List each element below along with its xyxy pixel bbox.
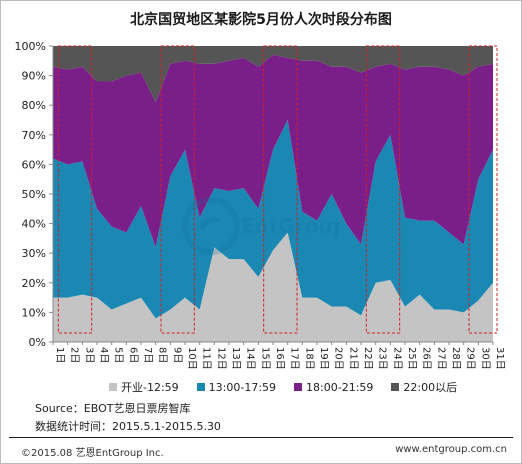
legend-swatch — [109, 383, 117, 391]
y-tick-label: 20% — [22, 277, 46, 290]
y-tick-label: 100% — [15, 40, 46, 53]
legend-item: 13:00-17:59 — [196, 380, 277, 394]
weekend-highlight-box — [160, 45, 195, 334]
legend-label: 开业-12:59 — [121, 381, 179, 394]
y-tick-label: 80% — [22, 99, 46, 112]
y-tick-label: 0% — [29, 336, 46, 349]
x-tick-label: 18日 — [303, 347, 314, 370]
x-tick-label: 8日 — [157, 347, 168, 363]
x-tick-label: 11日 — [201, 347, 212, 370]
x-tick-label: 29日 — [465, 347, 476, 370]
copyright-text: ©2015.08 艺恩EntGroup Inc. — [21, 448, 164, 459]
website-text: www.entgroup.com.cn — [395, 444, 507, 455]
x-tick-label: 26日 — [421, 347, 432, 370]
x-tick-label: 3日 — [83, 347, 94, 363]
x-tick-label: 30日 — [479, 347, 490, 370]
legend-label: 22:00以后 — [403, 381, 458, 394]
weekend-highlight-box — [57, 45, 93, 334]
x-tick-label: 17日 — [289, 347, 300, 370]
series-area-1 — [53, 120, 493, 319]
chart-legend: 开业-12:59 13:00-17:59 18:00-21:59 22:00以后 — [109, 379, 469, 395]
x-tick-label: 2日 — [69, 347, 80, 363]
x-tick-label: 14日 — [245, 347, 256, 370]
x-tick-label: 6日 — [127, 347, 138, 363]
x-tick-label: 27日 — [435, 347, 446, 370]
legend-item: 18:00-21:59 — [294, 381, 373, 394]
x-tick-label: 28日 — [450, 347, 461, 370]
x-tick-label: 15日 — [259, 347, 270, 370]
legend-item: 22:00以后 — [391, 379, 457, 395]
y-tick-label: 60% — [22, 158, 46, 171]
x-tick-label: 13日 — [230, 347, 241, 370]
x-tick-label: 23日 — [377, 347, 388, 370]
weekend-highlight-box — [263, 45, 298, 334]
x-tick-label: 21日 — [347, 347, 358, 370]
footer-divider — [9, 437, 513, 438]
y-tick-label: 50% — [22, 188, 46, 201]
x-tick-label: 5日 — [113, 347, 124, 363]
x-tick-label: 4日 — [98, 347, 109, 363]
legend-label: 13:00-17:59 — [208, 380, 277, 394]
legend-label: 18:00-21:59 — [306, 380, 374, 394]
x-tick-label: 31日 — [494, 347, 505, 370]
source-text: Source：EBOT艺恩日票房智库 — [35, 402, 191, 415]
x-tick-label: 9日 — [171, 347, 182, 363]
weekend-highlight-box — [365, 45, 401, 334]
x-tick-label: 20日 — [333, 347, 344, 370]
x-tick-label: 24日 — [391, 347, 402, 370]
legend-swatch — [391, 383, 400, 391]
weekend-highlight-box — [468, 45, 498, 334]
y-tick-label: 30% — [22, 247, 46, 260]
series-area-2 — [53, 54, 493, 248]
y-tick-label: 70% — [22, 129, 46, 142]
series-area-3 — [53, 46, 493, 103]
legend-swatch — [294, 383, 303, 391]
stat-period-text: 数据统计时间：2015.5.1-2015.5.30 — [35, 420, 221, 433]
x-tick-label: 10日 — [186, 347, 197, 370]
y-tick-label: 10% — [22, 306, 46, 319]
x-tick-label: 22日 — [362, 347, 373, 370]
x-tick-label: 16日 — [274, 347, 285, 370]
chart-title: 北京国贸地区某影院5月份人次时段分布图 — [130, 12, 392, 28]
x-tick-label: 19日 — [318, 347, 329, 370]
x-tick-label: 7日 — [142, 347, 153, 363]
y-tick-label: 40% — [22, 218, 46, 231]
x-tick-label: 1日 — [54, 347, 65, 363]
x-tick-label: 12日 — [215, 347, 226, 370]
y-tick-label: 90% — [22, 70, 46, 83]
legend-swatch — [196, 383, 205, 391]
series-area-0 — [53, 232, 493, 342]
legend-item: 开业-12:59 — [109, 379, 179, 395]
x-tick-label: 25日 — [406, 347, 417, 370]
